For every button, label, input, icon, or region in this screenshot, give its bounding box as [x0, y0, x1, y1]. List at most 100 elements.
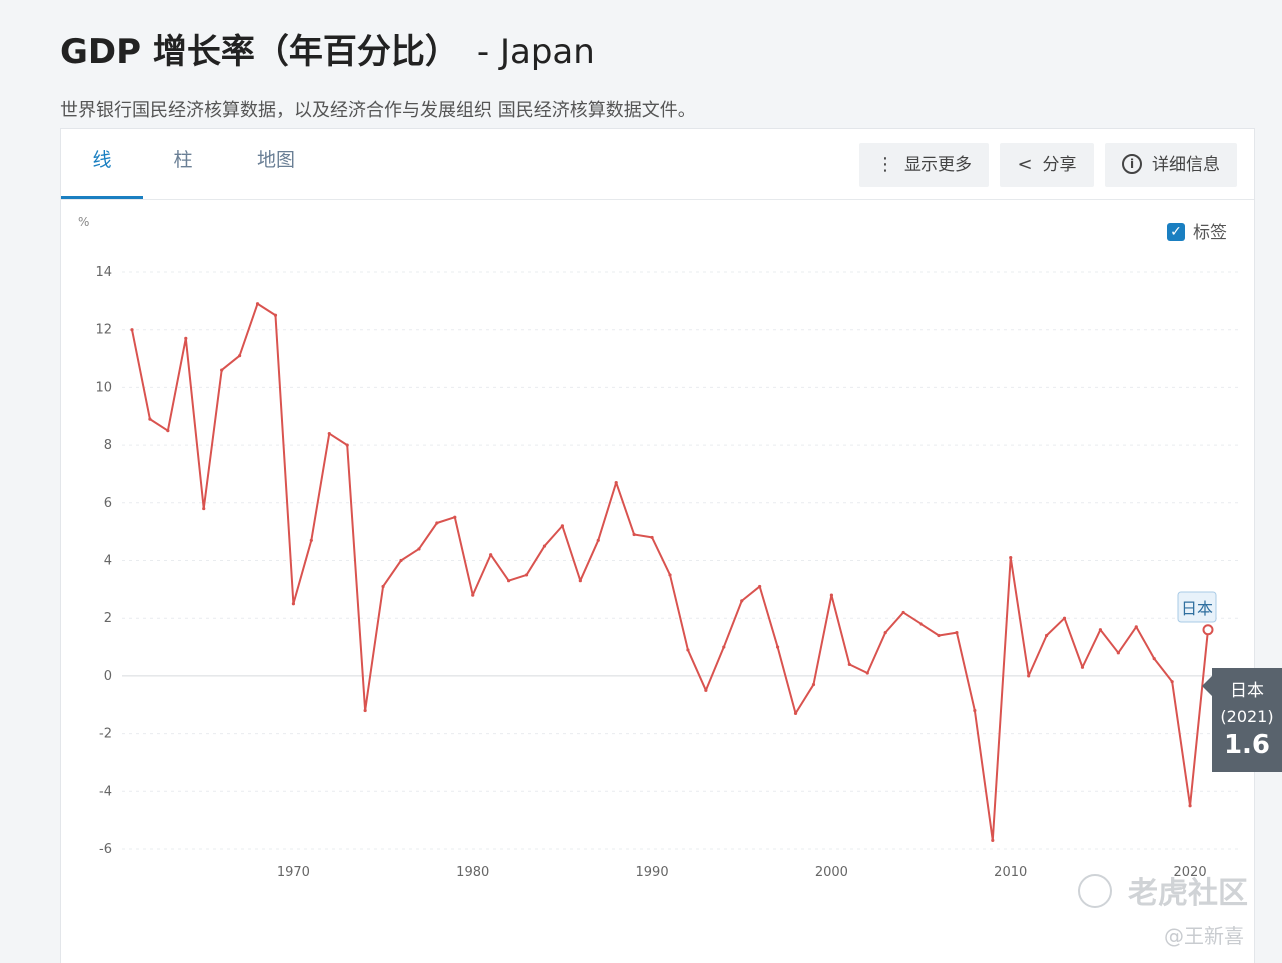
data-point[interactable] [704, 688, 708, 692]
data-point[interactable] [722, 645, 726, 649]
data-point[interactable] [1116, 651, 1120, 655]
data-point[interactable] [435, 521, 439, 525]
data-point[interactable] [1188, 804, 1192, 808]
data-point[interactable] [776, 645, 780, 649]
data-point[interactable] [363, 708, 367, 713]
data-point[interactable] [668, 573, 672, 577]
y-tick-label: 8 [104, 438, 112, 453]
series-line[interactable] [131, 302, 1209, 842]
x-tick-label: 1990 [636, 865, 669, 880]
series-japan[interactable] [130, 302, 1214, 842]
y-tick-label: 6 [104, 496, 112, 511]
data-point[interactable] [202, 506, 206, 511]
data-point[interactable] [327, 431, 331, 436]
data-point[interactable] [489, 553, 493, 557]
share-button[interactable]: < 分享 [1000, 143, 1094, 187]
x-tick-label: 1980 [456, 865, 489, 880]
data-point[interactable] [1009, 556, 1013, 560]
data-point[interactable] [453, 515, 457, 519]
data-point[interactable] [471, 593, 475, 597]
tooltip-country: 日本 [1230, 681, 1264, 701]
data-point[interactable] [1134, 625, 1138, 629]
data-point[interactable] [184, 336, 188, 340]
data-point[interactable] [1062, 616, 1067, 620]
x-tick-label: 2010 [994, 865, 1027, 880]
data-point[interactable] [596, 538, 600, 542]
tooltip-value: 1.6 [1223, 730, 1271, 760]
data-point[interactable] [740, 599, 744, 603]
data-point[interactable] [1027, 674, 1031, 678]
tab-bar[interactable]: 柱 [173, 149, 193, 171]
data-point[interactable] [560, 524, 565, 528]
data-point[interactable] [686, 648, 690, 652]
y-tick-label: 14 [95, 265, 112, 280]
data-point[interactable] [1170, 680, 1174, 684]
end-label: 日本 [1177, 591, 1217, 623]
data-point[interactable] [847, 662, 851, 666]
data-point[interactable] [345, 443, 349, 447]
data-point[interactable] [524, 573, 529, 577]
source-subtitle: 世界银行国民经济核算数据，以及经济合作与发展组织 国民经济核算数据文件。 [60, 100, 696, 121]
data-tooltip: 日本 (2021) 1.6 [1202, 668, 1282, 772]
share-label: 分享 [1042, 155, 1077, 175]
data-point[interactable] [865, 671, 869, 675]
details-button[interactable]: i 详细信息 [1105, 143, 1237, 187]
data-point[interactable] [578, 579, 582, 583]
labels-toggle[interactable]: ✓ 标签 [1167, 221, 1227, 245]
y-tick-label: -2 [99, 727, 112, 742]
tooltip-year: (2021) [1220, 707, 1274, 726]
data-point[interactable] [758, 584, 762, 589]
checkbox-checked-icon[interactable]: ✓ [1167, 222, 1185, 241]
data-point[interactable] [399, 558, 403, 563]
data-point[interactable] [1080, 665, 1085, 669]
end-label-text: 日本 [1181, 599, 1213, 618]
data-point[interactable] [614, 481, 618, 485]
data-point[interactable] [130, 328, 134, 332]
y-axis-unit: % [78, 215, 89, 229]
highlight-point[interactable] [1202, 624, 1214, 636]
labels-toggle-label: 标签 [1193, 223, 1227, 243]
more-vertical-icon: ⋮ [876, 154, 894, 175]
data-point[interactable] [507, 579, 511, 583]
data-point[interactable] [309, 538, 313, 542]
data-point[interactable] [793, 711, 798, 716]
data-point[interactable] [829, 593, 834, 597]
axis-labels: % 14 12 10 8 6 4 2 0 -2 -4 -6 1970 1980 1990 2000 2010 2… [78, 215, 1207, 880]
data-point[interactable] [811, 682, 816, 687]
chart-panel: 线 柱 地图 ⋮ 显示更多 < 分享 i 详细信息 ✓ 标签 [60, 128, 1255, 963]
data-point[interactable] [273, 313, 278, 317]
data-point[interactable] [991, 838, 995, 842]
data-point[interactable] [901, 610, 905, 615]
data-point[interactable] [238, 354, 242, 358]
data-point[interactable] [255, 302, 260, 306]
data-point[interactable] [919, 622, 923, 626]
info-icon: i [1122, 153, 1142, 174]
y-tick-label: 10 [95, 380, 112, 395]
data-point[interactable] [220, 368, 224, 372]
data-point[interactable] [542, 544, 547, 548]
data-point[interactable] [883, 631, 887, 635]
x-tick-label: 2020 [1174, 865, 1207, 880]
end-label-box [1177, 591, 1217, 623]
show-more-button[interactable]: ⋮ 显示更多 [859, 143, 989, 187]
data-point[interactable] [1152, 656, 1156, 661]
show-more-label: 显示更多 [904, 155, 972, 175]
y-tick-label: 12 [95, 323, 112, 338]
data-point[interactable] [291, 602, 295, 606]
data-point[interactable] [381, 584, 385, 589]
tab-map[interactable]: 地图 [256, 149, 295, 171]
data-point[interactable] [632, 532, 636, 537]
data-point[interactable] [166, 429, 170, 433]
data-point[interactable] [417, 547, 421, 551]
data-point[interactable] [955, 631, 959, 635]
title-main: GDP 增长率（年百分比） [60, 32, 459, 72]
tab-line[interactable]: 线 [61, 129, 143, 199]
x-tick-label: 1970 [277, 865, 310, 880]
data-point[interactable] [650, 535, 654, 540]
data-point[interactable] [148, 417, 152, 421]
data-point[interactable] [937, 633, 941, 638]
data-point[interactable] [973, 708, 977, 713]
data-point[interactable] [1045, 633, 1049, 638]
data-point[interactable] [1098, 628, 1102, 632]
